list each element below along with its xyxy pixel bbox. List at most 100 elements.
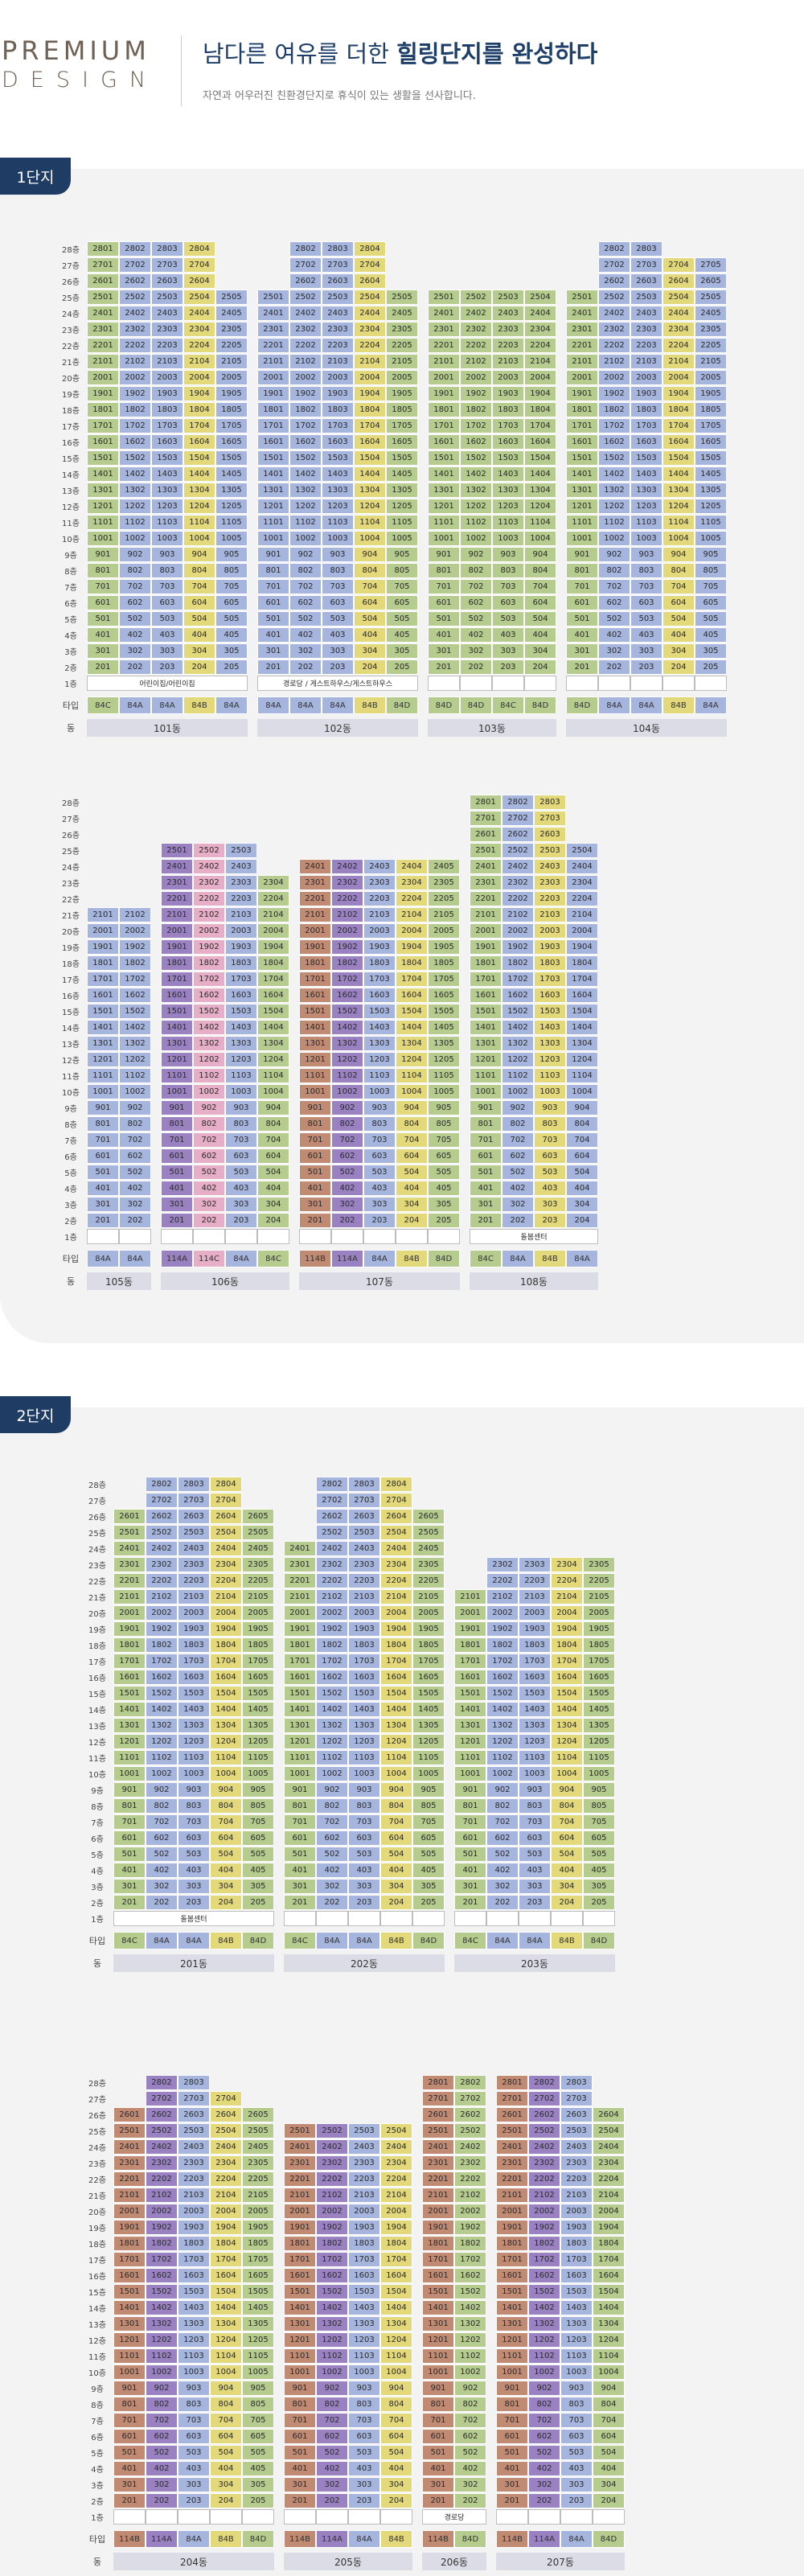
unit-cell: 602 [146, 1830, 178, 1846]
unit-cell: 2604 [210, 1509, 242, 1524]
unit-cell: 2501 [470, 843, 502, 858]
unit-cell: 1901 [161, 939, 193, 955]
unit-cell: 904 [257, 1100, 289, 1115]
unit-cell: 2803 [178, 1477, 210, 1492]
unit-cell: 501 [161, 1165, 193, 1180]
unit-cell: 2105 [215, 354, 248, 369]
unit-cell: 2702 [502, 811, 534, 826]
unit-cell: 1004 [662, 531, 695, 546]
unit-cell: 2001 [470, 923, 502, 939]
unit-cell: 1403 [348, 1702, 380, 1717]
unit-cell: 1802 [486, 1637, 519, 1653]
floor-label: 9층 [84, 1782, 110, 1797]
unit-cell: 1005 [428, 1084, 460, 1099]
unit-cell: 2005 [695, 370, 727, 385]
unit-cell: 1103 [225, 1068, 257, 1083]
unit-cell: 2401 [87, 306, 119, 321]
unit-cell: 1701 [161, 972, 193, 987]
unit-cell: 704 [524, 579, 556, 594]
unit-cell: 804 [551, 1798, 583, 1814]
unit-cell: 2704 [183, 257, 215, 273]
unit-cell: 2001 [566, 370, 598, 385]
unit-cell: 1105 [583, 1750, 615, 1765]
unit-cell: 701 [428, 579, 460, 594]
unit-cell: 301 [284, 1879, 316, 1894]
unit-cell: 302 [316, 2477, 348, 2492]
unit-cell: 302 [146, 1879, 178, 1894]
unit-type-cell: 84B [662, 696, 695, 714]
floor-label: 10층 [58, 1084, 84, 1099]
unit-cell: 2501 [566, 290, 598, 305]
unit-cell: 2004 [257, 923, 289, 939]
unit-cell: 2204 [396, 891, 428, 906]
unit-cell: 303 [560, 2477, 593, 2492]
unit-cell: 503 [322, 611, 354, 627]
unit-cell: 503 [178, 2445, 210, 2460]
unit-cell: 1801 [87, 402, 119, 417]
unit-cell: 1602 [119, 434, 151, 450]
unit-cell: 401 [161, 1181, 193, 1196]
unit-cell: 901 [284, 1782, 316, 1797]
unit-cell: 1402 [119, 1020, 151, 1035]
unit-cell: 204 [183, 659, 215, 675]
ground-floor-cell [551, 1911, 583, 1926]
unit-cell: 1403 [519, 1702, 551, 1717]
unit-cell: 1901 [422, 2220, 454, 2235]
unit-type-cell: 84A [363, 1250, 396, 1267]
unit-cell: 903 [630, 547, 662, 562]
floor-label: 25층 [84, 1525, 110, 1540]
unit-cell: 504 [396, 1165, 428, 1180]
unit-cell: 1404 [257, 1020, 289, 1035]
unit-cell: 1005 [412, 1766, 445, 1781]
unit-cell: 1104 [210, 1750, 242, 1765]
unit-cell: 204 [354, 659, 386, 675]
unit-cell: 1705 [695, 418, 727, 433]
unit-cell: 1702 [316, 2252, 348, 2267]
unit-cell: 2104 [551, 1589, 583, 1604]
unit-cell: 2502 [316, 1525, 348, 1540]
unit-cell: 1302 [486, 1718, 519, 1733]
unit-cell: 2304 [662, 322, 695, 337]
unit-cell: 1203 [560, 2332, 593, 2348]
dong-label: 206동 [422, 2553, 486, 2570]
unit-cell: 301 [299, 1197, 331, 1212]
unit-type-cell: 84D [583, 1932, 615, 1949]
unit-cell: 402 [454, 2461, 486, 2476]
unit-cell: 2405 [386, 306, 418, 321]
unit-cell: 303 [348, 1879, 380, 1894]
unit-cell: 1302 [146, 1718, 178, 1733]
unit-cell: 1502 [316, 2284, 348, 2299]
unit-cell: 505 [386, 611, 418, 627]
unit-cell: 1203 [519, 1734, 551, 1749]
unit-cell: 502 [316, 1847, 348, 1862]
unit-cell: 2605 [412, 1509, 445, 1524]
unit-cell: 201 [428, 659, 460, 675]
unit-cell: 1504 [396, 1004, 428, 1019]
unit-cell: 203 [492, 659, 524, 675]
unit-cell: 2302 [502, 875, 534, 890]
unit-cell: 2604 [593, 2107, 625, 2122]
unit-cell: 201 [299, 1213, 331, 1228]
unit-cell: 1302 [119, 1036, 151, 1051]
unit-cell: 2302 [316, 1557, 348, 1572]
unit-cell: 1504 [257, 1004, 289, 1019]
unit-cell: 1104 [183, 515, 215, 530]
unit-cell: 2003 [348, 1605, 380, 1621]
unit-type-cell: 84A [119, 1250, 151, 1267]
unit-cell: 2302 [460, 322, 492, 337]
unit-cell: 1402 [528, 2300, 560, 2315]
unit-cell: 901 [257, 547, 289, 562]
unit-cell: 705 [386, 579, 418, 594]
unit-cell: 702 [598, 579, 630, 594]
unit-cell: 2605 [242, 1509, 274, 1524]
unit-cell: 2201 [257, 338, 289, 353]
unit-cell: 2205 [242, 1573, 274, 1588]
unit-cell: 1503 [630, 450, 662, 466]
unit-cell: 402 [193, 1181, 225, 1196]
unit-cell: 1104 [210, 2348, 242, 2364]
unit-cell: 2103 [534, 907, 566, 922]
unit-cell: 1901 [454, 1621, 486, 1637]
unit-cell: 604 [183, 595, 215, 610]
unit-cell: 2402 [193, 859, 225, 874]
unit-cell: 704 [210, 2413, 242, 2428]
